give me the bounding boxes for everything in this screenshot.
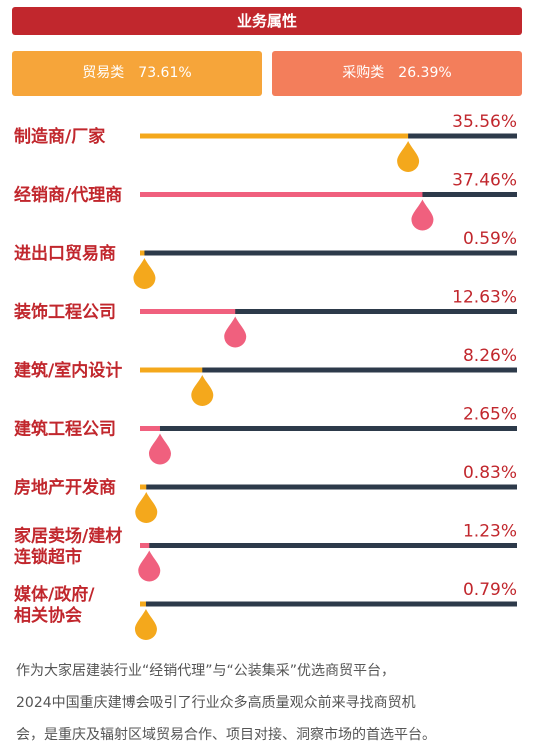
category-label: 进出口贸易商: [14, 243, 116, 264]
value-bar: [140, 367, 203, 373]
category-label: 建筑/室内设计: [14, 360, 122, 381]
value-label: 0.83%: [463, 463, 517, 483]
category-label: 建筑工程公司: [14, 419, 116, 440]
bar-track: [140, 367, 517, 373]
category-label: 连锁超市: [14, 547, 82, 568]
value-label: 37.46%: [452, 171, 517, 191]
bar-track: [140, 601, 517, 607]
purchase-category-box: 采购类 26.39%: [272, 51, 522, 96]
value-label: 35.56%: [452, 112, 517, 132]
trade-value: 73.61%: [138, 65, 192, 81]
category-label: 媒体/政府/: [14, 584, 95, 605]
value-label: 0.79%: [463, 580, 517, 600]
business-attribute-chart: 制造商/厂家 35.56% 经销商/代理商 37.46% 进出口贸易商 0.59% 装饰工程…: [13, 112, 517, 640]
value-bar: [140, 484, 147, 490]
value-bar: [140, 601, 146, 607]
drop-marker: [224, 316, 247, 348]
drop-marker: [134, 609, 157, 640]
description-text: 作为大家居建装行业“经销代理”与“公装集采”优选商贸平台， 2024中国重庆建博…: [16, 655, 524, 751]
drop-marker: [148, 433, 171, 465]
category-label: 经销商/代理商: [14, 185, 122, 206]
value-bar: [140, 192, 423, 197]
category-label: 制造商/厂家: [14, 126, 105, 147]
value-bar: [140, 426, 160, 431]
drop-marker: [133, 258, 156, 289]
value-label: 1.23%: [463, 522, 517, 542]
drop-marker: [191, 375, 214, 406]
description-line: 会，是重庆及辐射区域贸易合作、项目对接、洞察市场的首选平台。: [16, 727, 436, 743]
value-label: 2.65%: [463, 405, 517, 425]
category-label: 家居卖场/建材: [14, 526, 122, 547]
category-label: 相关协会: [14, 605, 82, 626]
value-bar: [140, 309, 236, 314]
bar-track: [140, 426, 517, 431]
category-label: 房地产开发商: [14, 477, 116, 498]
value-bar: [140, 543, 150, 548]
category-label: 装饰工程公司: [13, 302, 116, 323]
drop-marker: [397, 141, 420, 172]
value-label: 8.26%: [463, 346, 517, 366]
section-title: 业务属性: [236, 12, 297, 30]
trade-label: 贸易类: [82, 65, 125, 81]
trade-category-box: 贸易类 73.61%: [12, 51, 262, 96]
description-line: 2024中国重庆建博会吸引了行业众多高质量观众前来寻找商贸机: [16, 695, 416, 711]
bar-track: [140, 250, 517, 256]
drop-marker: [411, 199, 434, 231]
drop-marker: [135, 492, 158, 523]
value-bar: [140, 250, 145, 256]
bar-track: [140, 484, 517, 490]
drop-marker: [138, 550, 161, 582]
value-label: 12.63%: [452, 288, 517, 308]
bar-track: [140, 543, 517, 548]
value-bar: [140, 133, 409, 139]
purchase-label: 采购类: [342, 65, 385, 81]
section-header: 业务属性: [12, 7, 522, 35]
purchase-value: 26.39%: [398, 65, 452, 81]
bar-track: [140, 309, 517, 314]
description-line: 作为大家居建装行业“经销代理”与“公装集采”优选商贸平台，: [16, 663, 396, 679]
value-label: 0.59%: [463, 229, 517, 249]
